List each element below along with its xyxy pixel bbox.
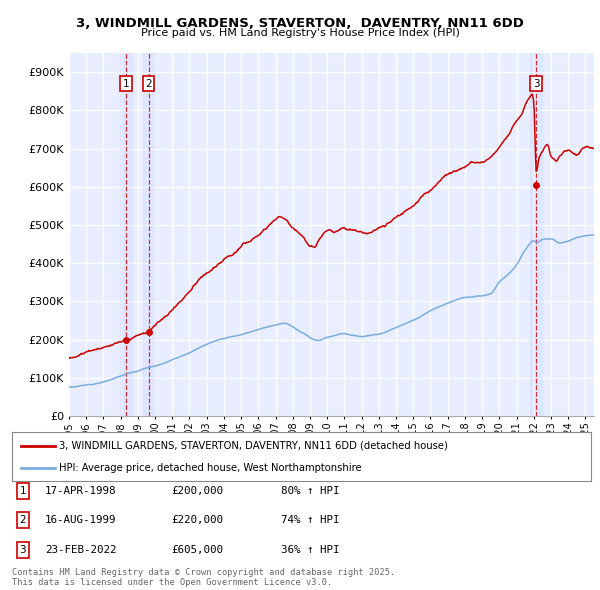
Text: 1: 1 [122, 78, 129, 88]
Text: 3: 3 [19, 545, 26, 555]
Bar [143, 53, 155, 416]
Text: 23-FEB-2022: 23-FEB-2022 [45, 545, 116, 555]
Text: £200,000: £200,000 [171, 486, 223, 496]
Text: 80% ↑ HPI: 80% ↑ HPI [281, 486, 340, 496]
Text: 16-AUG-1999: 16-AUG-1999 [45, 516, 116, 525]
Bar [530, 53, 542, 416]
Text: Price paid vs. HM Land Registry's House Price Index (HPI): Price paid vs. HM Land Registry's House … [140, 28, 460, 38]
Text: 17-APR-1998: 17-APR-1998 [45, 486, 116, 496]
Text: 74% ↑ HPI: 74% ↑ HPI [281, 516, 340, 525]
Bar [119, 53, 131, 416]
Text: 3, WINDMILL GARDENS, STAVERTON, DAVENTRY, NN11 6DD (detached house): 3, WINDMILL GARDENS, STAVERTON, DAVENTRY… [59, 441, 448, 451]
Text: 36% ↑ HPI: 36% ↑ HPI [281, 545, 340, 555]
Text: 3: 3 [533, 78, 539, 88]
Text: Contains HM Land Registry data © Crown copyright and database right 2025.
This d: Contains HM Land Registry data © Crown c… [12, 568, 395, 587]
Text: £605,000: £605,000 [171, 545, 223, 555]
Text: 2: 2 [145, 78, 152, 88]
Text: 3, WINDMILL GARDENS, STAVERTON,  DAVENTRY, NN11 6DD: 3, WINDMILL GARDENS, STAVERTON, DAVENTRY… [76, 17, 524, 30]
Text: HPI: Average price, detached house, West Northamptonshire: HPI: Average price, detached house, West… [59, 463, 362, 473]
Text: 1: 1 [19, 486, 26, 496]
Text: £220,000: £220,000 [171, 516, 223, 525]
Text: 2: 2 [19, 516, 26, 525]
